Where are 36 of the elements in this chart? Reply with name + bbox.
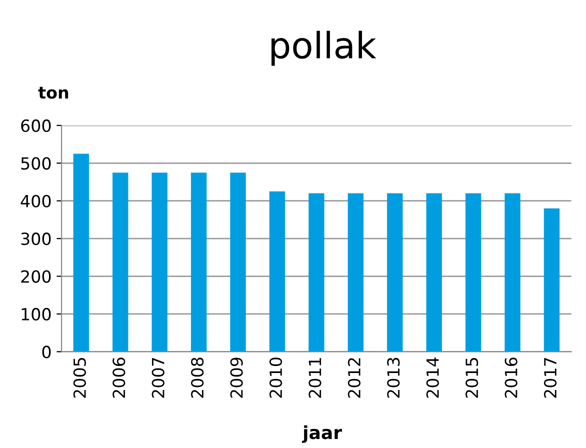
x-tick-label: 2014 [426, 357, 439, 398]
bar [308, 193, 324, 352]
y-tick-label: 600 [21, 119, 51, 132]
bar [112, 172, 128, 352]
x-tick-label: 2005 [73, 358, 86, 398]
bar [269, 191, 286, 352]
chart-title: pollak [272, 30, 376, 66]
y-tick-label: 0 [42, 346, 51, 358]
y-tick-label: 500 [21, 157, 51, 170]
bar [544, 208, 560, 352]
x-tick-label: 2016 [504, 358, 518, 398]
x-tick-label: 2013 [387, 358, 400, 398]
y-tick-label: 200 [21, 270, 51, 283]
y-axis-title: ton [38, 86, 68, 99]
x-tick-label: 2015 [466, 358, 478, 398]
bar [504, 193, 520, 352]
bar [465, 193, 482, 352]
y-tick-label: 100 [22, 308, 51, 321]
x-axis-title: jaar [302, 425, 342, 443]
x-tick-label: 2010 [269, 358, 282, 398]
y-tick-label: 400 [20, 194, 51, 208]
x-tick-label: 2007 [152, 358, 164, 398]
bar [230, 172, 246, 352]
bar [73, 154, 89, 352]
bar [387, 193, 403, 352]
bar [152, 172, 168, 352]
bar [190, 172, 207, 352]
y-tick-label: 300 [21, 232, 51, 246]
bar [426, 193, 442, 352]
bar [348, 193, 364, 352]
x-tick-label: 2008 [191, 358, 204, 398]
x-tick-label: 2006 [112, 358, 126, 398]
x-tick-label: 2011 [308, 358, 322, 398]
x-tick-label: 2012 [348, 358, 360, 398]
x-tick-label: 2017 [544, 358, 557, 398]
x-tick-label: 2009 [230, 358, 243, 398]
